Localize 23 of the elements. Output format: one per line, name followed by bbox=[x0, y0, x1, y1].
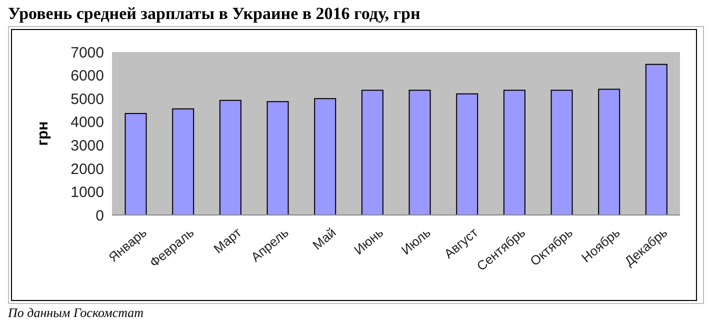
y-tick-label: 5000 bbox=[70, 90, 104, 108]
y-tick-label: 0 bbox=[96, 207, 104, 224]
bar bbox=[219, 100, 242, 215]
bar bbox=[314, 98, 336, 215]
bar bbox=[124, 112, 147, 215]
y-tick-label: 4000 bbox=[70, 114, 104, 132]
bar bbox=[361, 90, 384, 215]
bar bbox=[645, 64, 668, 215]
bar bbox=[266, 101, 289, 215]
bar bbox=[550, 90, 573, 215]
y-tick-label: 3000 bbox=[70, 137, 104, 154]
bar bbox=[503, 90, 526, 215]
bar bbox=[172, 108, 194, 215]
y-tick-label: 6000 bbox=[70, 68, 104, 85]
text: По данным Госкомстат bbox=[8, 305, 145, 321]
bar bbox=[598, 88, 620, 215]
y-tick-label: 7000 bbox=[70, 44, 104, 62]
y-tick-label: 1000 bbox=[70, 184, 104, 202]
y-tick-label: 2000 bbox=[70, 160, 104, 178]
bar bbox=[456, 93, 478, 215]
y-axis-title: грн bbox=[34, 121, 52, 146]
bar bbox=[408, 90, 431, 215]
chart-title: Уровень средней зарплаты в Украине в 2016 году, грн bbox=[8, 4, 422, 24]
